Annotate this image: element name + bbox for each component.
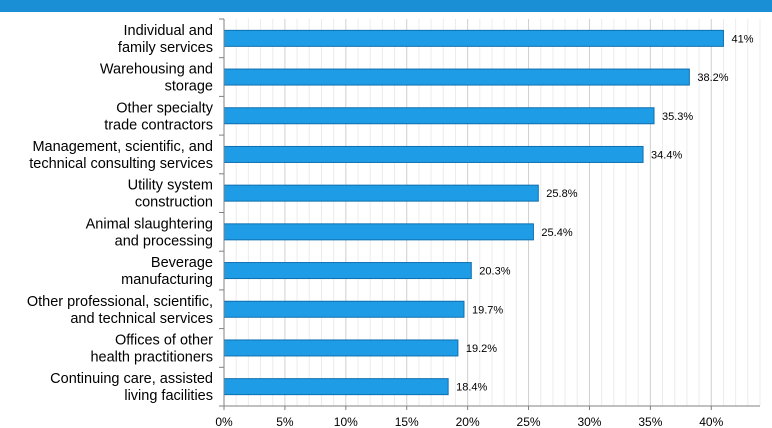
x-tick-label: 15% — [395, 415, 419, 428]
category-label-line: Management, scientific, and — [32, 139, 213, 155]
x-tick-label: 30% — [577, 415, 601, 428]
category-label-line: Continuing care, assisted — [50, 371, 213, 387]
bar — [223, 184, 539, 202]
data-label: 20.3% — [479, 266, 510, 278]
category-label-line: manufacturing — [121, 272, 213, 288]
category-labels: Individual and family services Warehousing… — [27, 23, 214, 404]
category-label-line: family services — [118, 40, 213, 56]
category-label-line: Warehousing and — [100, 62, 213, 78]
bars — [223, 29, 724, 396]
category-label: Other specialty trade contractors — [104, 100, 214, 133]
data-label: 25.8% — [546, 188, 577, 200]
category-label: Continuing care, assisted living faciliti… — [50, 371, 213, 404]
data-label: 25.4% — [541, 227, 572, 239]
category-label-line: and technical services — [70, 311, 213, 327]
x-tick-label: 0% — [215, 415, 233, 428]
category-label-line: trade contractors — [104, 117, 213, 133]
category-label: Animal slaughtering and processing — [86, 216, 213, 249]
x-tick-labels: 0% 5% 10% 15% 20% 25% 30% 35% 40% — [215, 415, 723, 428]
data-label: 19.2% — [466, 343, 497, 355]
data-label: 18.4% — [456, 382, 487, 394]
data-label: 19.7% — [472, 304, 503, 316]
title-banner — [0, 0, 772, 12]
bar — [223, 223, 534, 241]
axes — [219, 18, 760, 410]
category-label-line: Individual and — [124, 23, 214, 39]
category-label-line: Offices of other — [115, 332, 213, 348]
bar — [223, 145, 644, 163]
category-label-line: Other specialty — [116, 100, 213, 116]
category-label-line: storage — [165, 79, 213, 95]
data-label: 38.2% — [697, 72, 728, 84]
category-label-line: Other professional, scientific, — [27, 294, 213, 310]
x-tick-label: 35% — [638, 415, 662, 428]
category-label-line: Animal slaughtering — [86, 216, 213, 232]
x-tick-label: 40% — [699, 415, 723, 428]
category-label: Other professional, scientific, and techn… — [27, 294, 213, 327]
category-label: Warehousing and storage — [100, 62, 213, 95]
category-label-line: and processing — [115, 233, 213, 249]
data-labels: 41% 38.2% 35.3% 34.4% 25.8% 25.4% 20.3% 19.7% 19… — [456, 33, 754, 393]
x-tick-label: 5% — [276, 415, 294, 428]
bar — [223, 29, 724, 47]
category-label: Individual and family services — [118, 23, 213, 56]
category-label: Offices of other health practitioners — [90, 332, 213, 365]
category-label: Utility system construction — [128, 178, 213, 211]
data-label: 35.3% — [662, 111, 693, 123]
bar — [223, 300, 465, 318]
category-label-line: technical consulting services — [29, 156, 213, 172]
data-label: 34.4% — [651, 149, 682, 161]
category-label: Management, scientific, and technical con… — [29, 139, 213, 172]
category-label-line: living facilities — [124, 388, 213, 404]
x-tick-label: 20% — [456, 415, 480, 428]
category-label-line: health practitioners — [90, 349, 213, 365]
x-tick-label: 10% — [334, 415, 358, 428]
x-tick-label: 25% — [517, 415, 541, 428]
bar — [223, 107, 655, 125]
bar — [223, 262, 472, 280]
bar — [223, 339, 459, 357]
category-label-line: Utility system — [128, 178, 213, 194]
category-label-line: construction — [135, 195, 213, 211]
bar — [223, 68, 690, 86]
data-label: 41% — [731, 33, 753, 45]
category-label: Beverage manufacturing — [121, 255, 213, 288]
category-label-line: Beverage — [151, 255, 213, 271]
bar — [223, 378, 449, 396]
